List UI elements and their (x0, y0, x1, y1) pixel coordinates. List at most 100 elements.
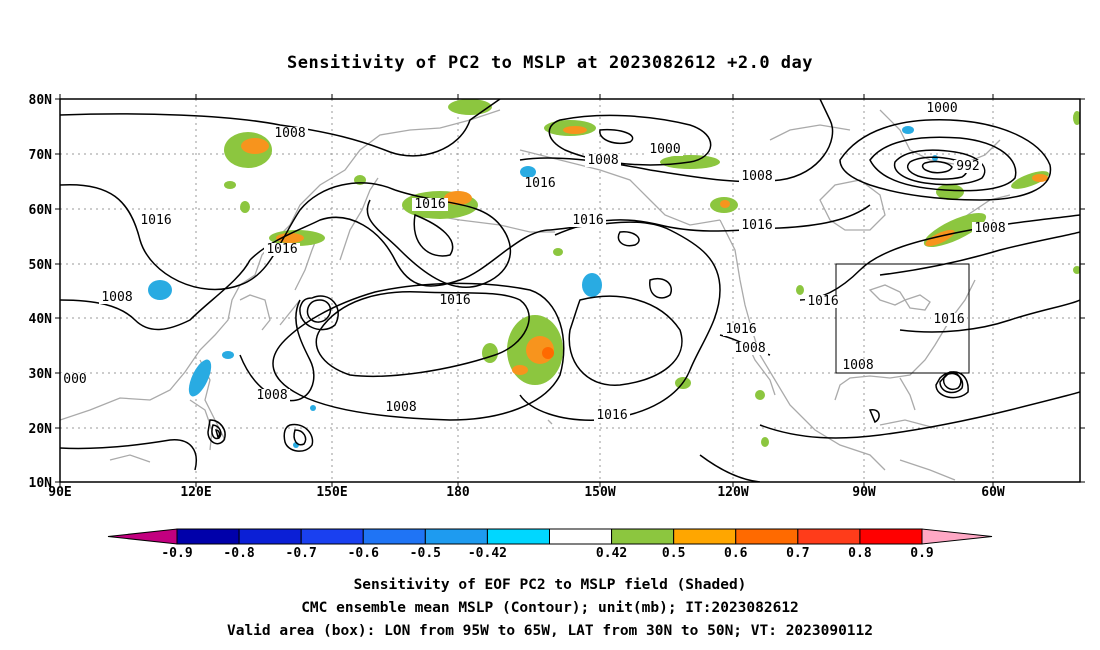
contour-label-bg (570, 214, 606, 227)
contour-label-bg (61, 373, 89, 386)
latitude-label: 60N (29, 203, 53, 218)
colorbar-label: 0.8 (848, 546, 872, 561)
valid-area-box (835, 263, 970, 374)
contour-label: 1016 (572, 213, 603, 228)
contour-label: 1016 (807, 294, 838, 309)
latitude-label: 20N (29, 422, 53, 437)
colorbar-segment (486, 528, 550, 545)
colorbar-label: 0.6 (724, 546, 748, 561)
contour-label: 1016 (140, 213, 171, 228)
caption-line-2: CMC ensemble mean MSLP (Contour); unit(m… (301, 600, 799, 616)
contour-label: 1016 (414, 197, 445, 212)
contour-label: 1016 (725, 322, 756, 337)
longitude-label: 180 (446, 485, 470, 500)
contour-label-bg (972, 222, 1008, 235)
contour-label: 1016 (266, 242, 297, 257)
colorbar-label: 0.9 (910, 546, 933, 561)
latitude-label: 70N (29, 148, 53, 163)
contour-label: 1008 (274, 126, 305, 141)
colorbar-segment (859, 528, 923, 545)
contour-label-bg (924, 102, 960, 115)
colorbar-label: -0.7 (286, 546, 317, 561)
caption-line-1: Sensitivity of EOF PC2 to MSLP field (Sh… (354, 577, 747, 593)
latitude-label: 10N (29, 476, 53, 491)
colorbar-label: 0.42 (596, 546, 627, 561)
colorbar-labels: -0.9 -0.8 -0.7 -0.6 -0.5 -0.42 0.42 0.5 0.6 0.7 0.… (161, 546, 933, 561)
contour-label-bg (412, 198, 448, 211)
colorbar-label: -0.6 (348, 546, 379, 561)
contour-label-bg (272, 127, 308, 140)
longitude-labels: 90E 120E 150E 180 150W 120W 90W 60W (48, 485, 1005, 500)
contour-label: 1016 (933, 312, 964, 327)
colorbar-segment (238, 528, 302, 545)
colorbar-label: -0.42 (468, 546, 507, 561)
contour-label-bg (138, 214, 174, 227)
colorbar-low-arrow (107, 528, 178, 545)
latitude-labels: 80N 70N 60N 50N 40N 30N 20N 10N (29, 93, 53, 491)
colorbar-high-arrow (921, 528, 993, 545)
contour-label: 1008 (385, 400, 416, 415)
caption-line-3: Valid area (box): LON from 95W to 65W, L… (227, 623, 873, 639)
map-title: Sensitivity of PC2 to MSLP at 2023082612… (287, 53, 813, 73)
colorbar-label: -0.5 (410, 546, 441, 561)
contour-label: 1008 (974, 221, 1005, 236)
latitude-label: 30N (29, 367, 53, 382)
contour-label-bg (264, 243, 300, 256)
longitude-label: 120E (180, 485, 211, 500)
colorbar-segment (797, 528, 861, 545)
latitude-label: 40N (29, 312, 53, 327)
contour-label-bg (954, 160, 982, 173)
contour-label-bg (383, 401, 419, 414)
colorbar-label: 0.5 (662, 546, 685, 561)
longitude-label: 60W (981, 485, 1005, 500)
contour-label: 1016 (741, 218, 772, 233)
contour-label: 1016 (596, 408, 627, 423)
contour-label-bg (254, 389, 290, 402)
colorbar-segment (549, 528, 613, 545)
contour-label: 1008 (101, 290, 132, 305)
sensitivity-shading (148, 99, 1080, 448)
contour-label: 1008 (587, 153, 618, 168)
contour-label-bg (585, 154, 621, 167)
longitude-label: 90W (852, 485, 876, 500)
latitude-label: 50N (29, 258, 53, 273)
contour-label-bg (739, 219, 775, 232)
colorbar-segment (424, 528, 488, 545)
colorbar-label: 0.7 (786, 546, 809, 561)
colorbar-segment (735, 528, 799, 545)
colorbar-segment (611, 528, 675, 545)
contour-label: 1008 (256, 388, 287, 403)
mslp-contours (60, 99, 1080, 482)
contour-label: 000 (63, 372, 86, 387)
longitude-label: 90E (48, 485, 71, 500)
contour-label: 1008 (734, 341, 765, 356)
colorbar-label: -0.9 (161, 546, 192, 561)
colorbar-segment (362, 528, 426, 545)
contour-label-bg (840, 359, 876, 372)
longitude-label: 150W (584, 485, 615, 500)
contour-label: 1008 (842, 358, 873, 373)
colorbar-label: -0.8 (223, 546, 254, 561)
contour-label: 1008 (741, 169, 772, 184)
contour-label-bg (647, 143, 683, 156)
contour-label-bg (805, 295, 841, 308)
colorbar-segment (673, 528, 737, 545)
contour-label-bg (99, 291, 135, 304)
contour-label: 1000 (649, 142, 680, 157)
contour-label: 1016 (439, 293, 470, 308)
contour-label-bg (522, 177, 558, 190)
contour-label: 992 (956, 159, 979, 174)
contour-label: 1000 (926, 101, 957, 116)
contour-label-bg (931, 313, 967, 326)
contour-label-bg (594, 409, 630, 422)
contour-label-bg (732, 342, 768, 355)
colorbar-segment (176, 528, 240, 545)
map-content (60, 99, 1080, 482)
contour-labels: 1008 1016 1016 1008 1008 1016 1008 1016 1016 1000… (61, 101, 1008, 423)
latitude-label: 80N (29, 93, 53, 108)
contour-label-bg (723, 323, 759, 336)
longitude-label: 120W (717, 485, 748, 500)
map-frame (59, 98, 1081, 483)
colorbar (107, 528, 993, 545)
contour-label-bg (739, 170, 775, 183)
